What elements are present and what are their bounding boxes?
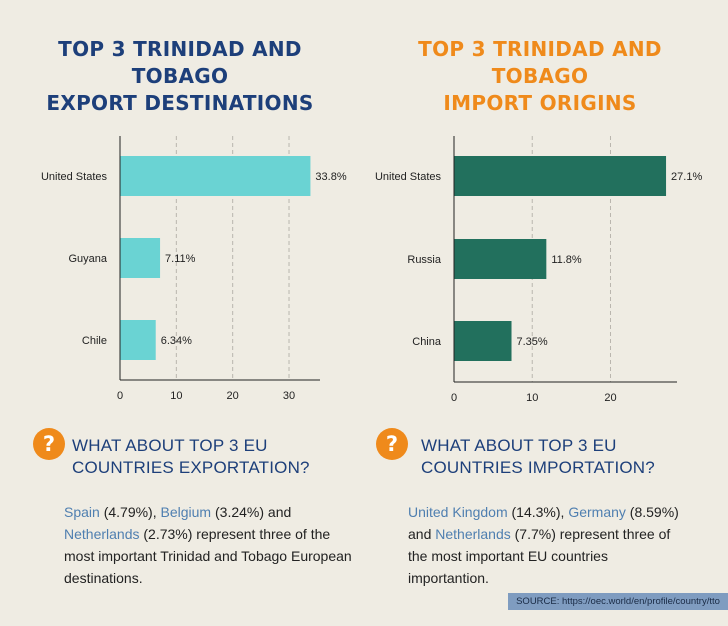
import-title-line: TOBAGO	[491, 64, 589, 88]
bar-value-label: 7.35%	[517, 336, 548, 348]
question-line: COUNTRIES EXPORTATION?	[72, 458, 310, 477]
question-mark-icon: ?	[376, 428, 408, 460]
x-tick-label: 20	[227, 390, 239, 402]
bar	[454, 239, 547, 279]
country-highlight: Netherlands	[64, 526, 140, 542]
country-highlight: Belgium	[160, 504, 212, 520]
category-label: Chile	[82, 335, 107, 347]
export-bar-chart: 33.8% United States 7.11% Guyana 6.34% Chile 0…	[41, 136, 347, 402]
share-text: (4.79%),	[99, 504, 161, 520]
x-tick-label: 10	[170, 390, 182, 402]
share-text: (8.59%) and	[408, 504, 679, 542]
x-tick-label: 0	[451, 392, 457, 404]
bar	[120, 238, 161, 278]
country-highlight: United Kingdom	[408, 504, 508, 520]
export-title-line: TOP 3 TRINIDAD AND	[58, 37, 302, 61]
imports-question-heading: WHAT ABOUT TOP 3 EU COUNTRIES IMPORTATIO…	[421, 435, 655, 479]
import-chart-title: TOP 3 TRINIDAD AND TOBAGO IMPORT ORIGINS	[370, 36, 710, 117]
x-tick-label: 10	[526, 392, 538, 404]
bar	[454, 321, 512, 361]
question-line: WHAT ABOUT TOP 3 EU	[72, 436, 268, 455]
category-label: Russia	[407, 254, 442, 266]
bar-value-label: 27.1%	[671, 171, 702, 183]
bar-value-label: 11.8%	[551, 254, 582, 266]
import-bar-chart: 27.1% United States 11.8% Russia 7.35% China 0…	[375, 136, 702, 404]
bar-value-label: 33.8%	[315, 171, 346, 183]
x-tick-label: 0	[117, 390, 123, 402]
share-text: (3.24%) and	[211, 504, 292, 520]
export-title-line: EXPORT DESTINATIONS	[46, 91, 314, 115]
x-tick-label: 20	[604, 392, 616, 404]
bar	[120, 320, 156, 360]
import-title-line: TOP 3 TRINIDAD AND	[418, 37, 662, 61]
export-title-line: TOBAGO	[131, 64, 229, 88]
bar	[120, 156, 311, 196]
share-text: (14.3%),	[507, 504, 569, 520]
exports-eu-paragraph: Spain (4.79%), Belgium (3.24%) and Nethe…	[64, 501, 360, 589]
exports-question-heading: WHAT ABOUT TOP 3 EU COUNTRIES EXPORTATIO…	[72, 435, 310, 479]
source-label: SOURCE: https://oec.world/en/profile/cou…	[508, 593, 728, 610]
imports-eu-paragraph: United Kingdom (14.3%), Germany (8.59%) …	[408, 501, 690, 589]
country-highlight: Netherlands	[435, 526, 511, 542]
question-line: COUNTRIES IMPORTATION?	[421, 458, 655, 477]
category-label: China	[412, 336, 442, 348]
bar-value-label: 7.11%	[165, 253, 196, 265]
category-label: United States	[41, 171, 108, 183]
question-mark-icon: ?	[33, 428, 65, 460]
country-highlight: Spain	[64, 504, 100, 520]
category-label: United States	[375, 171, 442, 183]
x-tick-label: 30	[283, 390, 295, 402]
bar	[454, 156, 667, 196]
bar-value-label: 6.34%	[161, 335, 192, 347]
country-highlight: Germany	[568, 504, 626, 520]
share-text: (7.7%) represent three of the most impor…	[408, 526, 671, 586]
import-title-line: IMPORT ORIGINS	[443, 91, 637, 115]
export-chart-title: TOP 3 TRINIDAD AND TOBAGO EXPORT DESTINA…	[20, 36, 340, 117]
share-text: (2.73%) represent three of the most impo…	[64, 526, 352, 586]
question-line: WHAT ABOUT TOP 3 EU	[421, 436, 617, 455]
category-label: Guyana	[68, 253, 107, 265]
